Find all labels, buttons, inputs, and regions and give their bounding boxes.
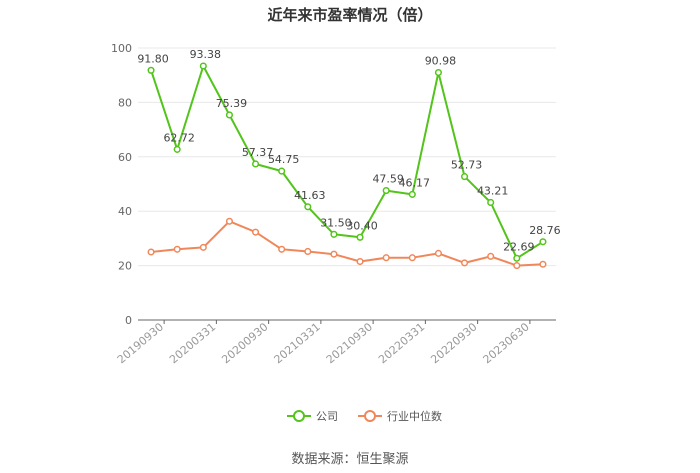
data-point: [434, 68, 442, 77]
data-point: [278, 245, 286, 253]
y-tick-label: 0: [125, 314, 132, 327]
data-point: [356, 257, 364, 266]
data-point: [252, 160, 260, 168]
data-point: [304, 203, 312, 211]
data-point: [173, 145, 181, 153]
data-point: [408, 254, 416, 262]
series-line: [150, 65, 544, 260]
data-point: [225, 111, 233, 119]
x-tick-label: 20200930: [219, 320, 270, 366]
data-point: [408, 190, 416, 198]
x-tick-label: 20230630: [481, 320, 532, 366]
data-label: 90.98: [425, 55, 457, 68]
data-point: [539, 238, 547, 246]
data-point: [539, 260, 547, 268]
data-point: [461, 259, 469, 267]
x-tick-label: 20210930: [324, 320, 375, 366]
data-point: [382, 254, 390, 262]
legend-marker: [364, 410, 376, 422]
data-label: 47.59: [372, 173, 404, 186]
data-point: [461, 173, 469, 181]
data-point: [199, 243, 207, 251]
x-tick-label: 20190930: [115, 320, 166, 366]
data-label: 28.76: [529, 224, 561, 237]
data-label: 62.72: [163, 131, 195, 144]
data-point: [147, 66, 155, 74]
data-point: [513, 262, 521, 270]
data-point: [356, 233, 364, 241]
data-label: 46.17: [399, 176, 431, 189]
data-label: 43.21: [477, 184, 509, 197]
data-label: 91.80: [137, 52, 169, 65]
series-line: [150, 220, 543, 267]
legend-marker: [293, 410, 305, 422]
data-point: [382, 187, 390, 195]
x-tick-label: 20220930: [428, 320, 479, 366]
data-label: 57.37: [242, 146, 274, 159]
x-tick-label: 20210331: [272, 320, 323, 366]
data-label: 93.38: [190, 48, 222, 61]
legend-label: 公司: [316, 410, 338, 423]
x-tick-label: 20200331: [167, 320, 218, 366]
legend-label: 行业中位数: [387, 409, 442, 423]
data-point: [173, 245, 181, 253]
data-point: [330, 230, 338, 238]
data-point: [252, 228, 260, 236]
y-tick-label: 100: [111, 42, 132, 55]
data-point: [225, 217, 233, 225]
data-label: 54.75: [268, 153, 300, 166]
data-label: 31.50: [320, 216, 352, 229]
data-point: [278, 167, 286, 175]
data-point: [304, 247, 312, 256]
data-label: 30.40: [346, 219, 378, 232]
x-tick-label: 20220331: [376, 320, 427, 366]
data-label: 22.69: [503, 240, 535, 253]
data-point: [513, 254, 521, 262]
data-label: 52.73: [451, 159, 483, 172]
y-tick-label: 80: [118, 96, 132, 109]
data-label: 75.39: [216, 97, 248, 110]
data-point: [330, 250, 338, 258]
data-point: [487, 252, 495, 260]
data-point: [434, 249, 442, 257]
data-point: [199, 62, 207, 70]
y-tick-label: 60: [118, 151, 132, 164]
data-point: [147, 248, 155, 256]
data-label: 41.63: [294, 189, 326, 202]
chart-title: 近年来市盈率情况（倍）: [267, 6, 433, 24]
y-tick-label: 20: [118, 260, 132, 273]
y-tick-label: 40: [118, 205, 132, 218]
data-source: 数据来源：恒生聚源: [291, 452, 409, 467]
data-point: [487, 198, 495, 207]
